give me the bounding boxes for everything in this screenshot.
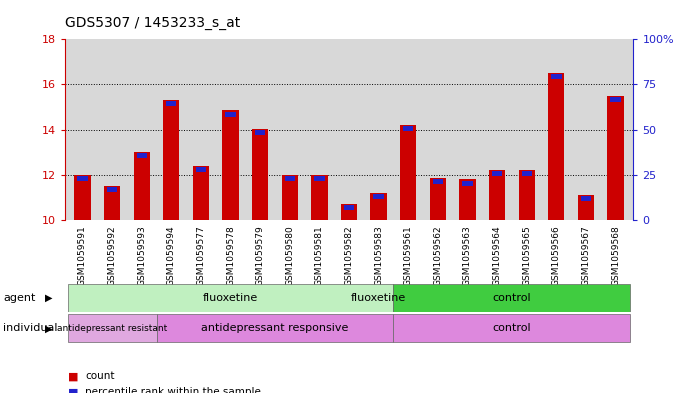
Text: ▶: ▶: [45, 293, 53, 303]
Bar: [373, 194, 384, 199]
Text: control: control: [492, 323, 531, 333]
Text: GSM1059568: GSM1059568: [611, 225, 620, 286]
Bar: [282, 175, 298, 220]
Text: ■: ■: [68, 387, 78, 393]
Text: individual: individual: [3, 323, 58, 333]
Text: GSM1059566: GSM1059566: [552, 225, 561, 286]
Text: GSM1059583: GSM1059583: [374, 225, 383, 286]
Text: GSM1059594: GSM1059594: [167, 225, 176, 286]
Text: ■: ■: [68, 371, 78, 382]
Bar: [311, 175, 328, 220]
Text: GSM1059564: GSM1059564: [492, 225, 502, 286]
Bar: [394, 284, 631, 312]
Bar: [370, 193, 387, 220]
Bar: [492, 171, 503, 176]
Bar: [133, 152, 150, 220]
Bar: [166, 101, 176, 107]
Text: antidepressant resistant: antidepressant resistant: [57, 324, 168, 333]
Bar: [223, 110, 239, 220]
Text: GSM1059579: GSM1059579: [255, 225, 265, 286]
Text: GSM1059565: GSM1059565: [522, 225, 531, 286]
Text: GSM1059593: GSM1059593: [137, 225, 146, 286]
Bar: [104, 186, 121, 220]
Bar: [225, 112, 236, 117]
Text: agent: agent: [3, 293, 36, 303]
Bar: [610, 97, 621, 102]
Bar: [136, 153, 147, 158]
Text: GSM1059567: GSM1059567: [582, 225, 590, 286]
Bar: [74, 175, 91, 220]
Bar: [400, 125, 416, 220]
Bar: [67, 284, 394, 312]
Text: GSM1059591: GSM1059591: [78, 225, 87, 286]
Text: antidepressant responsive: antidepressant responsive: [202, 323, 349, 333]
Text: GDS5307 / 1453233_s_at: GDS5307 / 1453233_s_at: [65, 16, 240, 30]
Bar: [430, 178, 446, 220]
Bar: [462, 180, 473, 185]
Text: control: control: [492, 293, 531, 303]
Bar: [193, 166, 209, 220]
Bar: [459, 179, 475, 220]
Text: GSM1059578: GSM1059578: [226, 225, 235, 286]
Bar: [195, 167, 206, 172]
Text: GSM1059562: GSM1059562: [433, 225, 443, 286]
Bar: [581, 196, 591, 201]
Bar: [577, 195, 594, 220]
Text: GSM1059581: GSM1059581: [315, 225, 324, 286]
Text: fluoxetine: fluoxetine: [351, 293, 407, 303]
Bar: [518, 171, 535, 220]
Bar: [432, 179, 443, 184]
Text: percentile rank within the sample: percentile rank within the sample: [85, 387, 261, 393]
Bar: [607, 96, 624, 220]
Bar: [548, 73, 565, 220]
Bar: [344, 206, 354, 210]
Bar: [163, 100, 180, 220]
Text: fluoxetine: fluoxetine: [203, 293, 258, 303]
Text: GSM1059561: GSM1059561: [404, 225, 413, 286]
Bar: [394, 314, 631, 342]
Bar: [489, 171, 505, 220]
Bar: [77, 176, 88, 181]
Bar: [551, 74, 562, 79]
Bar: [157, 314, 394, 342]
Bar: [285, 176, 295, 181]
Bar: [252, 129, 268, 220]
Text: GSM1059577: GSM1059577: [196, 225, 206, 286]
Bar: [341, 204, 357, 220]
Text: GSM1059592: GSM1059592: [108, 225, 116, 286]
Bar: [67, 314, 157, 342]
Text: count: count: [85, 371, 114, 382]
Bar: [403, 126, 413, 131]
Bar: [314, 176, 325, 181]
Bar: [255, 130, 266, 135]
Text: GSM1059582: GSM1059582: [345, 225, 353, 286]
Bar: [107, 187, 117, 192]
Bar: [522, 171, 532, 176]
Text: GSM1059563: GSM1059563: [463, 225, 472, 286]
Text: GSM1059580: GSM1059580: [285, 225, 294, 286]
Text: ▶: ▶: [45, 323, 53, 333]
